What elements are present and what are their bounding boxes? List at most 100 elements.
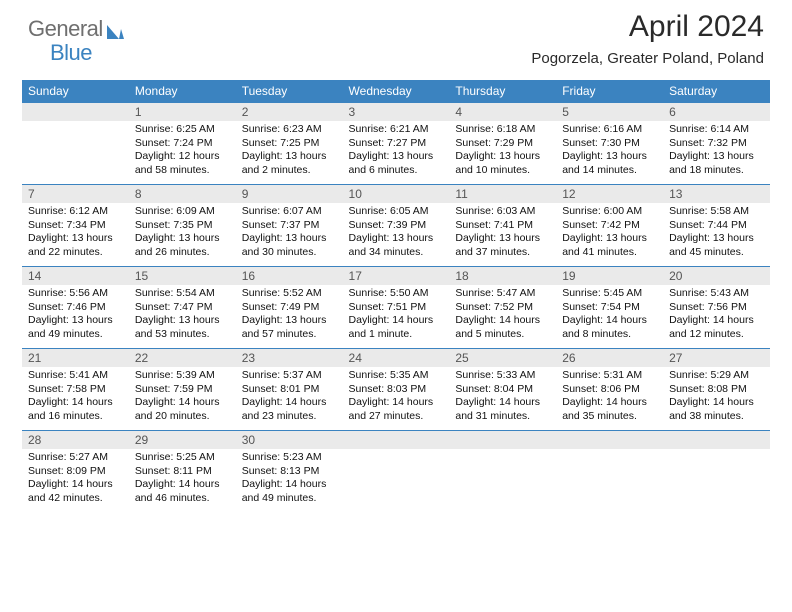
sunrise-text: Sunrise: 5:31 AM xyxy=(562,369,657,383)
sunrise-text: Sunrise: 6:14 AM xyxy=(669,123,764,137)
day-number: 22 xyxy=(129,349,236,367)
day-number xyxy=(343,431,450,449)
day-number: 18 xyxy=(449,267,556,285)
daylight-text: Daylight: 13 hours and 18 minutes. xyxy=(669,150,764,177)
calendar-day-cell: 28Sunrise: 5:27 AMSunset: 8:09 PMDayligh… xyxy=(22,431,129,513)
day-number: 27 xyxy=(663,349,770,367)
calendar-day-cell: 15Sunrise: 5:54 AMSunset: 7:47 PMDayligh… xyxy=(129,267,236,349)
sunrise-text: Sunrise: 5:45 AM xyxy=(562,287,657,301)
sunset-text: Sunset: 8:13 PM xyxy=(242,465,337,479)
daylight-text: Daylight: 13 hours and 30 minutes. xyxy=(242,232,337,259)
sunset-text: Sunset: 8:06 PM xyxy=(562,383,657,397)
page-title: April 2024 xyxy=(629,10,764,44)
day-details: Sunrise: 5:27 AMSunset: 8:09 PMDaylight:… xyxy=(22,449,129,508)
sunset-text: Sunset: 7:54 PM xyxy=(562,301,657,315)
day-details: Sunrise: 5:29 AMSunset: 8:08 PMDaylight:… xyxy=(663,367,770,426)
sunset-text: Sunset: 7:42 PM xyxy=(562,219,657,233)
sunrise-text: Sunrise: 5:58 AM xyxy=(669,205,764,219)
sunset-text: Sunset: 7:58 PM xyxy=(28,383,123,397)
calendar-day-cell xyxy=(343,431,450,513)
sunrise-text: Sunrise: 5:39 AM xyxy=(135,369,230,383)
sunset-text: Sunset: 8:08 PM xyxy=(669,383,764,397)
sunrise-text: Sunrise: 5:43 AM xyxy=(669,287,764,301)
calendar-table: Sunday Monday Tuesday Wednesday Thursday… xyxy=(22,80,770,513)
sunrise-text: Sunrise: 6:21 AM xyxy=(349,123,444,137)
day-number: 12 xyxy=(556,185,663,203)
daylight-text: Daylight: 13 hours and 34 minutes. xyxy=(349,232,444,259)
calendar-day-cell: 22Sunrise: 5:39 AMSunset: 7:59 PMDayligh… xyxy=(129,349,236,431)
day-details: Sunrise: 6:09 AMSunset: 7:35 PMDaylight:… xyxy=(129,203,236,262)
logo-sail-icon xyxy=(105,23,125,44)
calendar-day-cell: 8Sunrise: 6:09 AMSunset: 7:35 PMDaylight… xyxy=(129,185,236,267)
daylight-text: Daylight: 14 hours and 38 minutes. xyxy=(669,396,764,423)
calendar-day-cell: 1Sunrise: 6:25 AMSunset: 7:24 PMDaylight… xyxy=(129,103,236,185)
day-details: Sunrise: 5:56 AMSunset: 7:46 PMDaylight:… xyxy=(22,285,129,344)
calendar-day-cell xyxy=(22,103,129,185)
calendar-day-cell: 7Sunrise: 6:12 AMSunset: 7:34 PMDaylight… xyxy=(22,185,129,267)
daylight-text: Daylight: 13 hours and 26 minutes. xyxy=(135,232,230,259)
sunrise-text: Sunrise: 5:50 AM xyxy=(349,287,444,301)
day-number: 11 xyxy=(449,185,556,203)
day-details: Sunrise: 6:25 AMSunset: 7:24 PMDaylight:… xyxy=(129,121,236,180)
day-number xyxy=(556,431,663,449)
calendar-day-cell: 21Sunrise: 5:41 AMSunset: 7:58 PMDayligh… xyxy=(22,349,129,431)
weekday-header-row: Sunday Monday Tuesday Wednesday Thursday… xyxy=(22,80,770,103)
day-number: 19 xyxy=(556,267,663,285)
calendar-day-cell: 27Sunrise: 5:29 AMSunset: 8:08 PMDayligh… xyxy=(663,349,770,431)
sunset-text: Sunset: 7:39 PM xyxy=(349,219,444,233)
day-number: 30 xyxy=(236,431,343,449)
day-number: 6 xyxy=(663,103,770,121)
sunset-text: Sunset: 8:01 PM xyxy=(242,383,337,397)
calendar-day-cell: 19Sunrise: 5:45 AMSunset: 7:54 PMDayligh… xyxy=(556,267,663,349)
calendar-day-cell xyxy=(556,431,663,513)
daylight-text: Daylight: 13 hours and 6 minutes. xyxy=(349,150,444,177)
day-number: 20 xyxy=(663,267,770,285)
sunset-text: Sunset: 7:51 PM xyxy=(349,301,444,315)
calendar-day-cell: 18Sunrise: 5:47 AMSunset: 7:52 PMDayligh… xyxy=(449,267,556,349)
daylight-text: Daylight: 14 hours and 31 minutes. xyxy=(455,396,550,423)
daylight-text: Daylight: 13 hours and 49 minutes. xyxy=(28,314,123,341)
sunrise-text: Sunrise: 5:37 AM xyxy=(242,369,337,383)
sunset-text: Sunset: 7:24 PM xyxy=(135,137,230,151)
day-number: 25 xyxy=(449,349,556,367)
day-number: 4 xyxy=(449,103,556,121)
sunset-text: Sunset: 7:46 PM xyxy=(28,301,123,315)
sunset-text: Sunset: 7:29 PM xyxy=(455,137,550,151)
sunrise-text: Sunrise: 6:05 AM xyxy=(349,205,444,219)
day-number xyxy=(663,431,770,449)
daylight-text: Daylight: 14 hours and 49 minutes. xyxy=(242,478,337,505)
day-details: Sunrise: 5:25 AMSunset: 8:11 PMDaylight:… xyxy=(129,449,236,508)
sunset-text: Sunset: 7:35 PM xyxy=(135,219,230,233)
day-number xyxy=(22,103,129,121)
sunset-text: Sunset: 7:56 PM xyxy=(669,301,764,315)
weekday-header: Wednesday xyxy=(343,80,450,103)
day-details: Sunrise: 6:00 AMSunset: 7:42 PMDaylight:… xyxy=(556,203,663,262)
daylight-text: Daylight: 13 hours and 2 minutes. xyxy=(242,150,337,177)
sunrise-text: Sunrise: 6:23 AM xyxy=(242,123,337,137)
daylight-text: Daylight: 14 hours and 16 minutes. xyxy=(28,396,123,423)
calendar-day-cell: 10Sunrise: 6:05 AMSunset: 7:39 PMDayligh… xyxy=(343,185,450,267)
calendar-day-cell: 6Sunrise: 6:14 AMSunset: 7:32 PMDaylight… xyxy=(663,103,770,185)
calendar-day-cell: 20Sunrise: 5:43 AMSunset: 7:56 PMDayligh… xyxy=(663,267,770,349)
sunset-text: Sunset: 7:41 PM xyxy=(455,219,550,233)
weekday-header: Sunday xyxy=(22,80,129,103)
daylight-text: Daylight: 13 hours and 57 minutes. xyxy=(242,314,337,341)
day-details: Sunrise: 5:58 AMSunset: 7:44 PMDaylight:… xyxy=(663,203,770,262)
calendar-day-cell: 30Sunrise: 5:23 AMSunset: 8:13 PMDayligh… xyxy=(236,431,343,513)
day-details: Sunrise: 5:54 AMSunset: 7:47 PMDaylight:… xyxy=(129,285,236,344)
day-details: Sunrise: 6:03 AMSunset: 7:41 PMDaylight:… xyxy=(449,203,556,262)
day-number: 17 xyxy=(343,267,450,285)
day-number: 21 xyxy=(22,349,129,367)
day-details: Sunrise: 5:41 AMSunset: 7:58 PMDaylight:… xyxy=(22,367,129,426)
sunset-text: Sunset: 7:44 PM xyxy=(669,219,764,233)
day-number: 28 xyxy=(22,431,129,449)
calendar-week-row: 7Sunrise: 6:12 AMSunset: 7:34 PMDaylight… xyxy=(22,185,770,267)
sunset-text: Sunset: 7:27 PM xyxy=(349,137,444,151)
daylight-text: Daylight: 14 hours and 5 minutes. xyxy=(455,314,550,341)
daylight-text: Daylight: 14 hours and 20 minutes. xyxy=(135,396,230,423)
weekday-header: Tuesday xyxy=(236,80,343,103)
day-details: Sunrise: 6:18 AMSunset: 7:29 PMDaylight:… xyxy=(449,121,556,180)
day-number: 5 xyxy=(556,103,663,121)
day-number: 16 xyxy=(236,267,343,285)
sunrise-text: Sunrise: 5:35 AM xyxy=(349,369,444,383)
